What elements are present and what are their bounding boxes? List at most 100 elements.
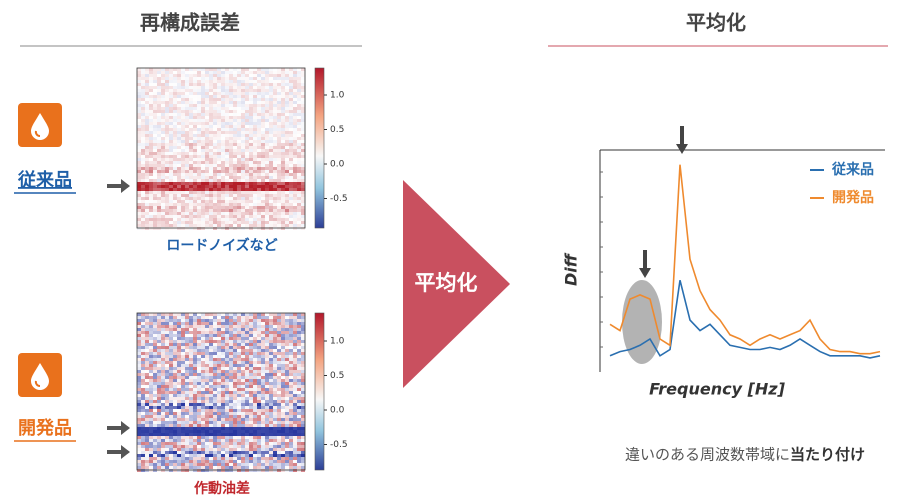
heatmap-cell xyxy=(169,352,173,355)
heatmap-cell xyxy=(173,92,177,95)
heatmap-cell xyxy=(193,364,197,367)
heatmap-cell xyxy=(201,379,205,382)
heatmap-cell xyxy=(141,451,145,454)
heatmap-cell xyxy=(209,107,213,110)
heatmap-cell xyxy=(205,209,209,212)
heatmap-cell xyxy=(265,400,269,403)
heatmap-cell xyxy=(193,68,197,71)
heatmap-cell xyxy=(253,188,257,191)
heatmap-cell xyxy=(225,146,229,149)
heatmap-cell xyxy=(181,113,185,116)
heatmap-cell xyxy=(209,92,213,95)
heatmap-cell xyxy=(161,460,165,463)
heatmap-cell xyxy=(229,191,233,194)
heatmap-cell xyxy=(261,460,265,463)
heatmap-cell xyxy=(181,86,185,89)
heatmap-cell xyxy=(145,445,149,448)
heatmap-cell xyxy=(177,119,181,122)
heatmap-cell xyxy=(273,224,277,227)
heatmap-cell xyxy=(229,370,233,373)
heatmap-cell xyxy=(285,107,289,110)
heatmap-cell xyxy=(269,101,273,104)
heatmap-cell xyxy=(141,466,145,469)
heatmap-cell xyxy=(217,110,221,113)
heatmap-cell xyxy=(197,367,201,370)
heatmap-cell xyxy=(173,442,177,445)
heatmap-cell xyxy=(153,104,157,107)
heatmap-cell xyxy=(161,224,165,227)
heatmap-cell xyxy=(285,170,289,173)
heatmap-cell xyxy=(209,403,213,406)
heatmap-cell xyxy=(165,215,169,218)
heatmap-cell xyxy=(249,322,253,325)
heatmap-cell xyxy=(293,110,297,113)
heatmap-cell xyxy=(261,373,265,376)
heatmap-cell xyxy=(261,325,265,328)
heatmap-cell xyxy=(241,337,245,340)
heatmap-cell xyxy=(221,418,225,421)
heatmap-cell xyxy=(253,349,257,352)
heatmap-cell xyxy=(273,188,277,191)
heatmap-cell xyxy=(293,361,297,364)
heatmap-cell xyxy=(201,451,205,454)
heatmap-cell xyxy=(189,74,193,77)
heatmap-cell xyxy=(301,439,305,442)
heatmap-cell xyxy=(189,343,193,346)
heatmap-cell xyxy=(225,397,229,400)
heatmap-cell xyxy=(241,427,245,430)
heatmap-cell xyxy=(221,409,225,412)
heatmap-cell xyxy=(157,340,161,343)
heatmap-cell xyxy=(289,439,293,442)
heatmap-cell xyxy=(157,140,161,143)
heatmap-cell xyxy=(161,451,165,454)
heatmap-cell xyxy=(213,143,217,146)
heatmap-cell xyxy=(165,364,169,367)
heatmap-cell xyxy=(169,388,173,391)
heatmap-cell xyxy=(297,92,301,95)
heatmap-cell xyxy=(241,349,245,352)
heatmap-cell xyxy=(293,116,297,119)
heatmap-cell xyxy=(181,331,185,334)
heatmap-cell xyxy=(289,152,293,155)
heatmap-cell xyxy=(173,131,177,134)
heatmap-cell xyxy=(277,409,281,412)
heatmap-cell xyxy=(225,319,229,322)
heatmap-cell xyxy=(189,352,193,355)
heatmap-cell xyxy=(137,349,141,352)
heatmap-cell xyxy=(149,370,153,373)
heatmap-cell xyxy=(213,95,217,98)
heatmap-cell xyxy=(213,89,217,92)
heatmap-cell xyxy=(253,197,257,200)
heatmap-cell xyxy=(213,367,217,370)
heatmap-cell xyxy=(177,358,181,361)
heatmap-cell xyxy=(173,68,177,71)
heatmap-cell xyxy=(189,367,193,370)
heatmap-cell xyxy=(221,224,225,227)
heatmap-cell xyxy=(233,71,237,74)
heatmap-cell xyxy=(149,89,153,92)
heatmap-cell xyxy=(205,206,209,209)
heatmap-cell xyxy=(229,442,233,445)
heatmap-cell xyxy=(189,92,193,95)
heatmap-cell xyxy=(237,122,241,125)
heatmap-cell xyxy=(173,424,177,427)
heatmap-cell xyxy=(289,176,293,179)
heatmap-cell xyxy=(141,218,145,221)
heatmap-cell xyxy=(241,361,245,364)
heatmap-cell xyxy=(253,355,257,358)
heatmap-cell xyxy=(269,385,273,388)
heatmap-cell xyxy=(297,107,301,110)
heatmap-cell xyxy=(169,364,173,367)
heatmap-cell xyxy=(253,104,257,107)
heatmap-cell xyxy=(161,436,165,439)
heatmap-cell xyxy=(221,203,225,206)
heatmap-cell xyxy=(221,424,225,427)
heatmap-cell xyxy=(153,173,157,176)
heatmap-cell xyxy=(217,218,221,221)
heatmap-cell xyxy=(185,319,189,322)
heatmap-cell xyxy=(141,346,145,349)
heatmap-cell xyxy=(213,131,217,134)
heatmap-cell xyxy=(149,463,153,466)
heatmap-cell xyxy=(273,125,277,128)
heatmap-cell xyxy=(149,373,153,376)
